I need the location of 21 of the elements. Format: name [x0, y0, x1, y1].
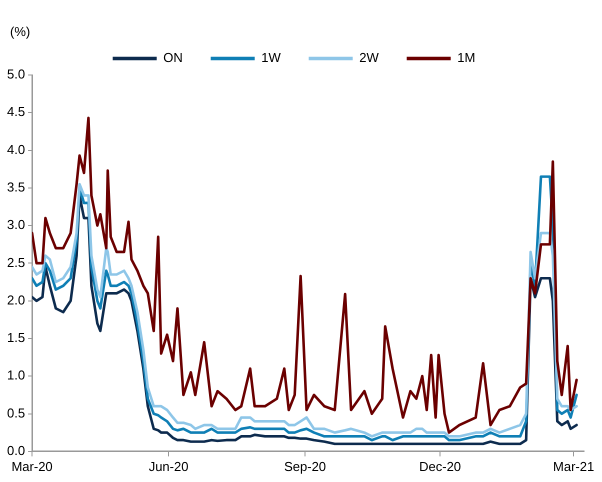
x-tick-label: Sep-20 [284, 458, 326, 474]
y-tick-label: 3.5 [6, 180, 26, 194]
x-tick-label: Dec-20 [419, 458, 462, 474]
y-axis-title: (%) [10, 24, 30, 39]
x-tick-label: Mar-21 [553, 458, 594, 474]
x-tick-label: Jun-20 [148, 458, 188, 474]
legend-label: 1W [261, 50, 282, 66]
x-tick-label: Mar-20 [11, 458, 53, 474]
y-tick-label: 4.0 [6, 142, 26, 157]
y-tick-label: 1.5 [6, 330, 26, 346]
y-tick-label: 3.0 [6, 217, 26, 232]
legend-label: ON [163, 50, 183, 66]
y-tick-label: 0.0 [6, 442, 26, 458]
y-tick-label: 0.5 [6, 405, 26, 420]
y-tick-label: 4.5 [6, 104, 26, 120]
y-tick-label: 1.0 [6, 368, 26, 383]
y-tick-label: 5.0 [6, 66, 26, 82]
legend-label: 1M [457, 50, 476, 66]
y-tick-label: 2.5 [6, 254, 26, 270]
legend-label: 2W [359, 50, 380, 66]
y-tick-label: 2.0 [6, 292, 26, 308]
